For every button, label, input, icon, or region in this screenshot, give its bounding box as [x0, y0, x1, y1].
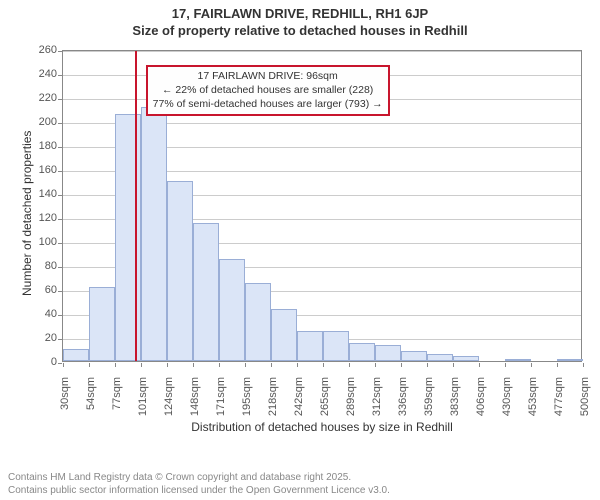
page-title-line2: Size of property relative to detached ho… — [0, 21, 600, 38]
y-tick-label: 220 — [29, 92, 57, 104]
x-tick-mark — [115, 363, 116, 367]
y-tick-mark — [58, 75, 62, 76]
x-tick-mark — [89, 363, 90, 367]
histogram-bar — [89, 287, 115, 361]
x-tick-mark — [453, 363, 454, 367]
histogram-bar — [453, 356, 479, 361]
y-tick-mark — [58, 123, 62, 124]
histogram-bar — [557, 359, 583, 361]
y-tick-label: 0 — [29, 356, 57, 368]
histogram-bar — [193, 223, 219, 361]
chart-container: 02040608010012014016018020022024026030sq… — [0, 44, 600, 454]
histogram-bar — [219, 259, 245, 361]
histogram-bar — [297, 331, 323, 361]
annotation-line: 17 FAIRLAWN DRIVE: 96sqm — [153, 70, 383, 84]
footer-attribution: Contains HM Land Registry data © Crown c… — [8, 472, 390, 497]
y-tick-mark — [58, 147, 62, 148]
histogram-bar — [401, 351, 427, 361]
y-tick-label: 40 — [29, 308, 57, 320]
footer-line1: Contains HM Land Registry data © Crown c… — [8, 472, 390, 485]
y-tick-mark — [58, 291, 62, 292]
x-tick-mark — [141, 363, 142, 367]
histogram-bar — [375, 345, 401, 361]
footer-line2: Contains public sector information licen… — [8, 485, 390, 498]
y-tick-mark — [58, 339, 62, 340]
x-tick-mark — [193, 363, 194, 367]
x-tick-mark — [271, 363, 272, 367]
x-tick-mark — [245, 363, 246, 367]
x-tick-mark — [401, 363, 402, 367]
y-axis-label: Number of detached properties — [20, 131, 34, 296]
annotation-line: 77% of semi-detached houses are larger (… — [153, 98, 383, 112]
y-tick-mark — [58, 363, 62, 364]
histogram-bar — [427, 354, 453, 361]
y-tick-mark — [58, 51, 62, 52]
x-tick-mark — [375, 363, 376, 367]
x-tick-mark — [505, 363, 506, 367]
plot-area: 02040608010012014016018020022024026030sq… — [62, 50, 582, 362]
histogram-bar — [63, 349, 89, 361]
page-title-line1: 17, FAIRLAWN DRIVE, REDHILL, RH1 6JP — [0, 0, 600, 21]
y-tick-mark — [58, 195, 62, 196]
histogram-bar — [271, 309, 297, 361]
histogram-bar — [141, 107, 167, 361]
histogram-bar — [115, 114, 141, 361]
annotation-line: ← 22% of detached houses are smaller (22… — [153, 84, 383, 98]
histogram-bar — [167, 181, 193, 361]
x-tick-mark — [531, 363, 532, 367]
y-tick-mark — [58, 171, 62, 172]
y-tick-mark — [58, 99, 62, 100]
x-tick-mark — [349, 363, 350, 367]
x-tick-mark — [427, 363, 428, 367]
histogram-bar — [323, 331, 349, 361]
y-tick-mark — [58, 267, 62, 268]
x-tick-mark — [297, 363, 298, 367]
x-tick-mark — [583, 363, 584, 367]
y-tick-mark — [58, 243, 62, 244]
y-tick-label: 260 — [29, 44, 57, 56]
gridline — [63, 51, 581, 52]
annotation-box: 17 FAIRLAWN DRIVE: 96sqm← 22% of detache… — [146, 65, 390, 116]
y-tick-label: 200 — [29, 116, 57, 128]
reference-line — [135, 51, 137, 361]
y-tick-label: 20 — [29, 332, 57, 344]
x-tick-mark — [219, 363, 220, 367]
x-tick-mark — [167, 363, 168, 367]
x-tick-mark — [323, 363, 324, 367]
x-tick-mark — [557, 363, 558, 367]
y-tick-mark — [58, 315, 62, 316]
x-axis-label: Distribution of detached houses by size … — [62, 420, 582, 434]
x-tick-mark — [63, 363, 64, 367]
histogram-bar — [349, 343, 375, 361]
histogram-bar — [245, 283, 271, 361]
x-tick-mark — [479, 363, 480, 367]
y-tick-mark — [58, 219, 62, 220]
histogram-bar — [505, 359, 531, 361]
y-tick-label: 240 — [29, 68, 57, 80]
